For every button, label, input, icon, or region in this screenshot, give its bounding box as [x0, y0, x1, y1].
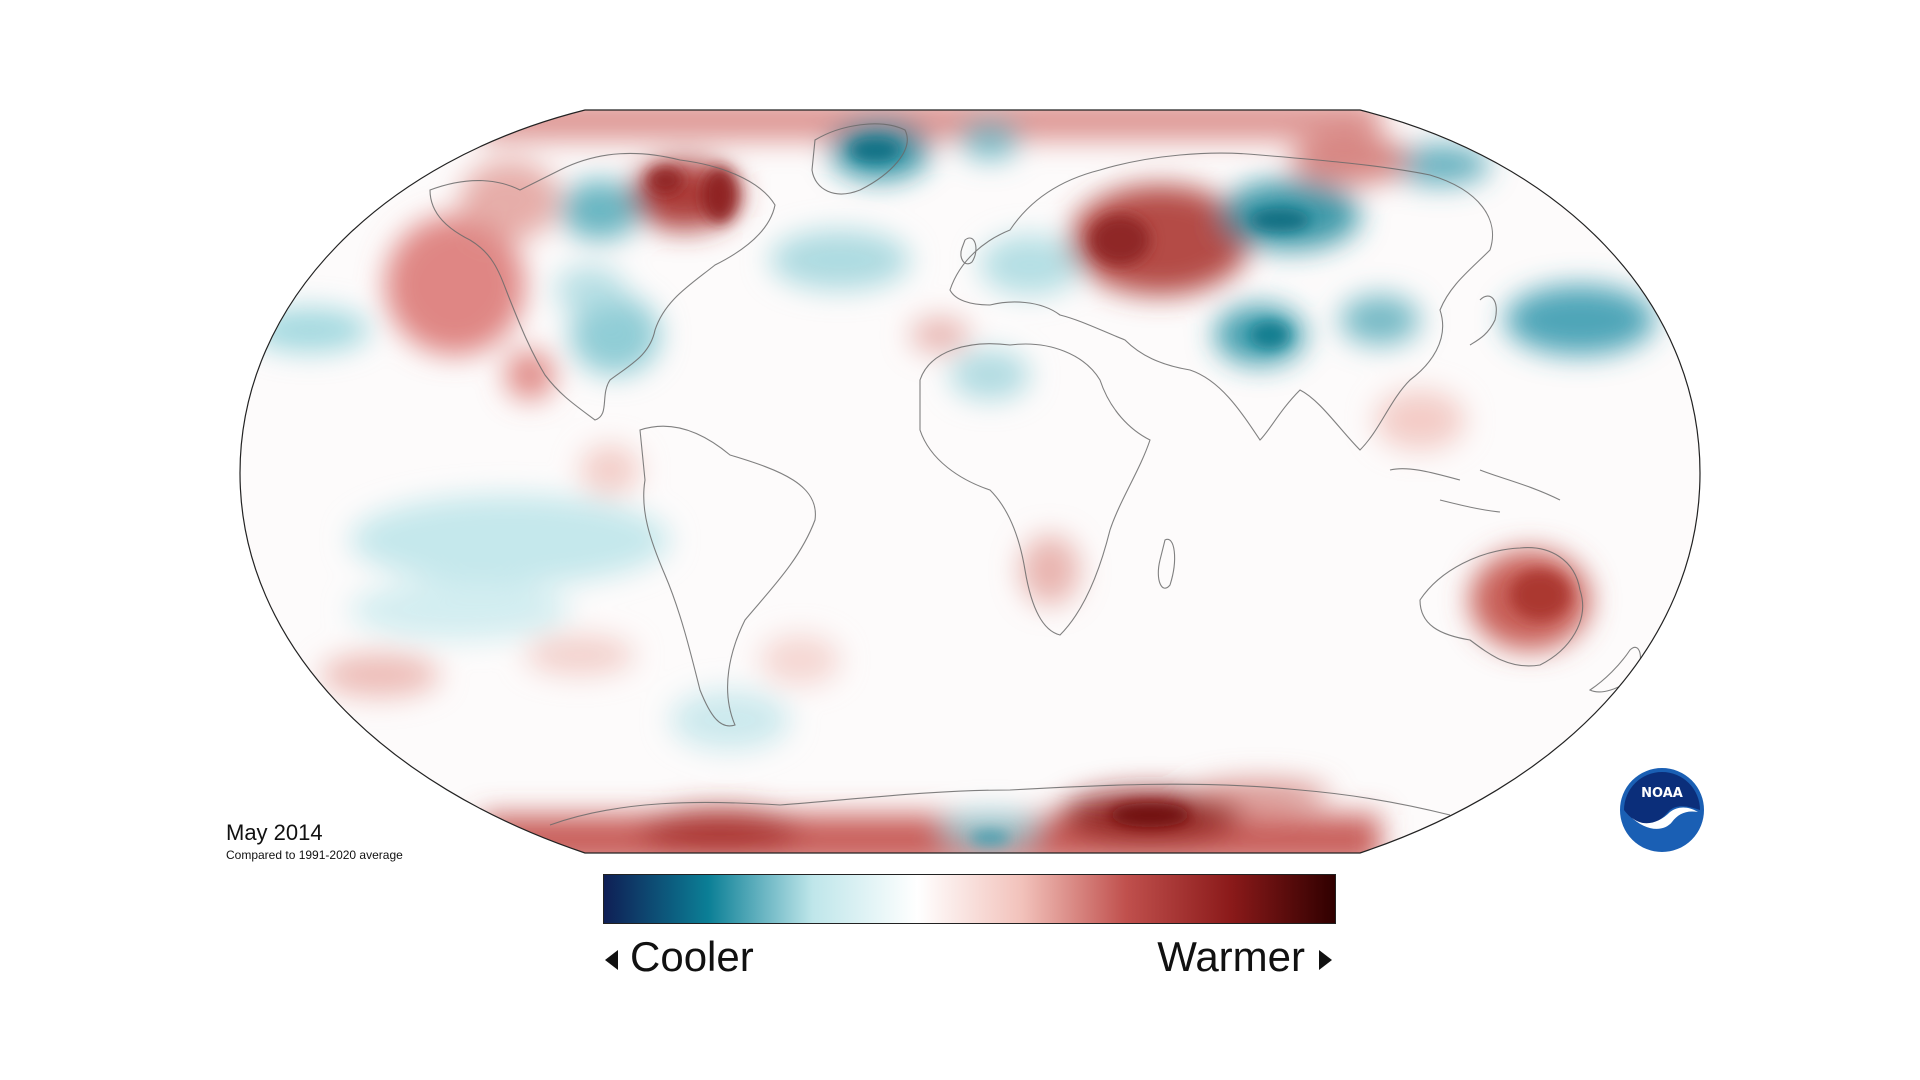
- color-scale-bar: [603, 874, 1336, 924]
- map-frame: [239, 109, 1701, 854]
- arrow-left-icon: [605, 949, 618, 970]
- map-caption: May 2014 Compared to 1991-2020 average: [226, 820, 403, 863]
- cooler-label: Cooler: [605, 932, 754, 982]
- warmer-label: Warmer: [1157, 932, 1332, 982]
- cooler-text: Cooler: [630, 933, 754, 980]
- arrow-right-icon: [1319, 949, 1332, 970]
- warmer-text: Warmer: [1157, 933, 1305, 980]
- logo-text: NOAA: [1641, 786, 1683, 801]
- map-area: [240, 110, 1700, 853]
- coastlines: [429, 123, 1641, 826]
- anomaly-field-detail: [647, 138, 1570, 845]
- caption-subtitle: Compared to 1991-2020 average: [226, 848, 403, 862]
- noaa-logo-icon: NOAA: [1618, 766, 1706, 854]
- caption-title: May 2014: [226, 820, 323, 845]
